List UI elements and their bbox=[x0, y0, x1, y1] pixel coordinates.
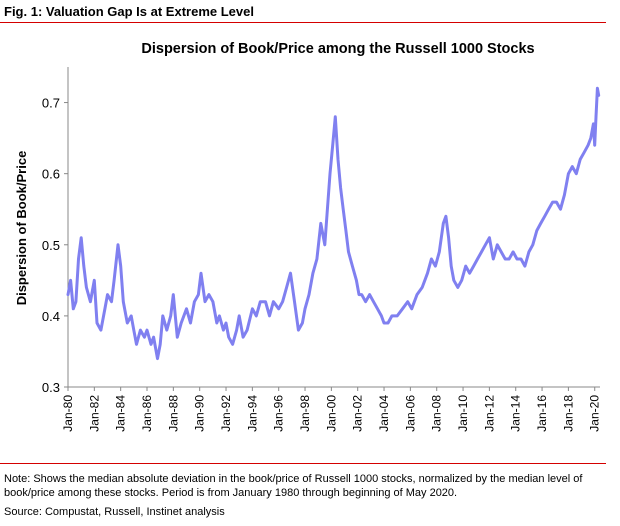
x-tick-label: Jan-80 bbox=[61, 395, 75, 432]
bottom-rule bbox=[0, 463, 606, 464]
x-tick-label: Jan-00 bbox=[324, 395, 338, 432]
chart-source: Source: Compustat, Russell, Instinet ana… bbox=[4, 506, 225, 518]
y-tick-label: 0.6 bbox=[42, 167, 60, 182]
x-tick-label: Jan-10 bbox=[456, 395, 470, 432]
y-ticks: 0.3 0.4 0.5 0.6 0.7 bbox=[42, 96, 68, 395]
x-tick-label: Jan-92 bbox=[219, 395, 233, 432]
x-tick-label: Jan-12 bbox=[482, 395, 496, 432]
chart-title: Dispersion of Book/Price among the Russe… bbox=[141, 41, 534, 57]
x-tick-label: Jan-04 bbox=[377, 395, 391, 432]
x-tick-label: Jan-88 bbox=[166, 395, 180, 432]
y-axis-label: Dispersion of Book/Price bbox=[14, 151, 29, 306]
x-tick-label: Jan-98 bbox=[298, 395, 312, 432]
x-tick-label: Jan-20 bbox=[588, 395, 602, 432]
x-tick-label: Jan-94 bbox=[245, 395, 259, 432]
y-tick-label: 0.4 bbox=[42, 309, 60, 324]
y-tick-label: 0.5 bbox=[42, 238, 60, 253]
x-tick-label: Jan-08 bbox=[430, 395, 444, 432]
x-tick-label: Jan-14 bbox=[509, 395, 523, 432]
chart-note: Note: Shows the median absolute deviatio… bbox=[4, 473, 583, 499]
y-tick-label: 0.7 bbox=[42, 96, 60, 111]
x-tick-label: Jan-90 bbox=[193, 395, 207, 432]
series-line bbox=[66, 86, 601, 361]
x-tick-label: Jan-84 bbox=[114, 395, 128, 432]
x-tick-label: Jan-02 bbox=[351, 395, 365, 432]
x-tick-label: Jan-82 bbox=[87, 395, 101, 432]
x-tick-label: Jan-06 bbox=[403, 395, 417, 432]
y-tick-label: 0.3 bbox=[42, 380, 60, 395]
x-tick-label: Jan-18 bbox=[561, 395, 575, 432]
x-tick-label: Jan-96 bbox=[272, 395, 286, 432]
top-rule bbox=[0, 22, 606, 23]
figure-label: Fig. 1: Valuation Gap Is at Extreme Leve… bbox=[4, 4, 254, 19]
x-tick-label: Jan-86 bbox=[140, 395, 154, 432]
x-tick-label: Jan-16 bbox=[535, 395, 549, 432]
chart-area: Dispersion of Book/Price among the Russe… bbox=[14, 41, 602, 432]
x-ticks: Jan-80 Jan-82 Jan-84 Jan-86 Jan-88 Jan-90 Jan-… bbox=[61, 387, 602, 432]
